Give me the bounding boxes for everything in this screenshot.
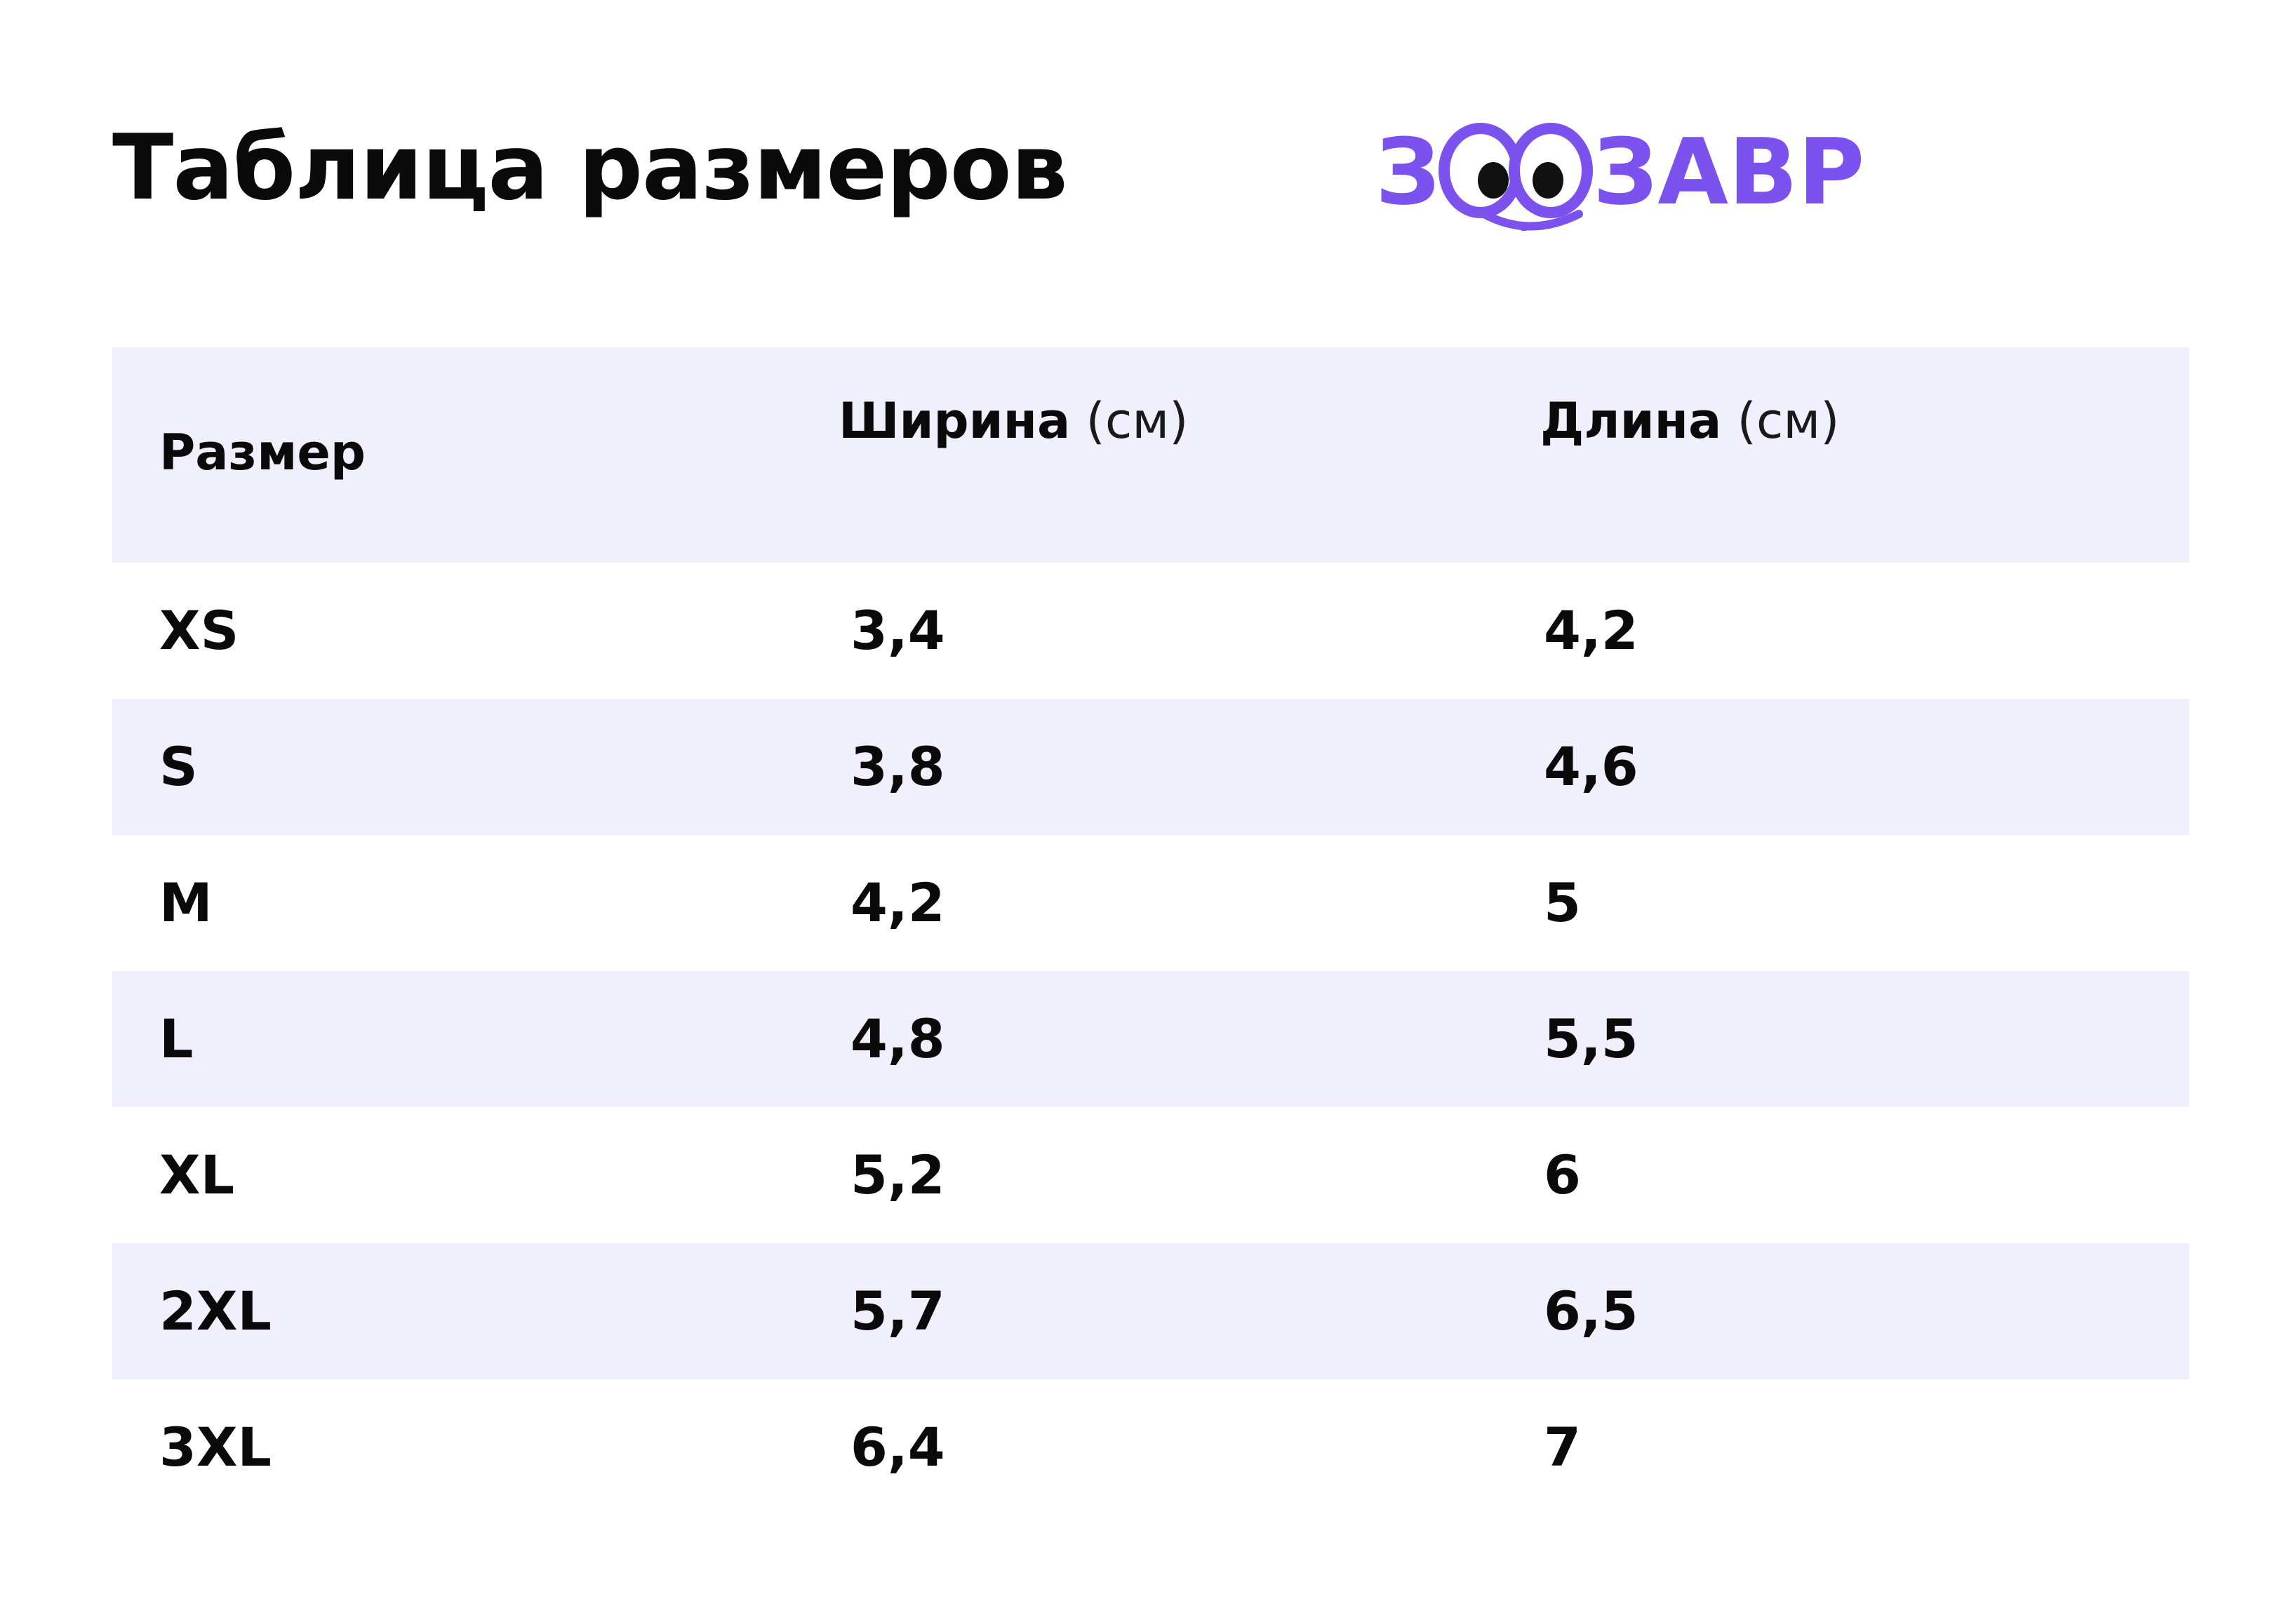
cell-size: L bbox=[159, 1008, 194, 1070]
header-width-unit: (см) bbox=[1086, 392, 1189, 450]
svg-text:З: З bbox=[1375, 119, 1440, 225]
cell-width: 4,8 bbox=[850, 1008, 945, 1070]
header-length: Длина (см) bbox=[1540, 386, 1839, 456]
cell-length: 6,5 bbox=[1544, 1280, 1638, 1342]
table-row: XL 5,2 6 bbox=[112, 1107, 2189, 1243]
cell-length: 4,2 bbox=[1544, 599, 1638, 662]
table-row: 3XL 6,4 7 bbox=[112, 1379, 2189, 1515]
table-row: XS 3,4 4,2 bbox=[112, 563, 2189, 699]
cell-size: XL bbox=[159, 1144, 235, 1206]
logo-eyes bbox=[1439, 123, 1593, 232]
table-row: 2XL 5,7 6,5 bbox=[112, 1243, 2189, 1379]
table-row: L 4,8 5,5 bbox=[112, 971, 2189, 1107]
cell-width: 4,2 bbox=[850, 871, 945, 934]
cell-length: 4,6 bbox=[1544, 735, 1638, 798]
header-length-label: Длина bbox=[1540, 392, 1722, 450]
header-width: Ширина (см) bbox=[839, 386, 1188, 456]
cell-width: 6,4 bbox=[850, 1416, 945, 1478]
cell-length: 5 bbox=[1544, 871, 1581, 934]
cell-size: M bbox=[159, 871, 213, 934]
page-title: Таблица размеров bbox=[112, 116, 1068, 220]
header-length-unit: (см) bbox=[1737, 392, 1840, 450]
cell-size: 3XL bbox=[159, 1416, 272, 1478]
cell-width: 3,4 bbox=[850, 599, 945, 662]
table-row: M 4,2 5 bbox=[112, 835, 2189, 971]
table-header-row: Размер Ширина (см) Длина (см) bbox=[112, 347, 2189, 563]
cell-length: 6 bbox=[1544, 1144, 1581, 1206]
cell-length: 5,5 bbox=[1544, 1008, 1638, 1070]
cell-size: 2XL bbox=[159, 1280, 272, 1342]
header-size-label: Размер bbox=[159, 424, 366, 481]
table-row: S 3,8 4,6 bbox=[112, 699, 2189, 835]
cell-length: 7 bbox=[1544, 1416, 1581, 1478]
size-table: Размер Ширина (см) Длина (см) XS 3,4 4,2… bbox=[112, 347, 2189, 1515]
cell-width: 5,2 bbox=[850, 1144, 945, 1206]
cell-size: S bbox=[159, 735, 198, 798]
brand-logo: З ЗАВР bbox=[1375, 116, 1937, 242]
cell-size: XS bbox=[159, 599, 239, 662]
header-size: Размер bbox=[159, 417, 366, 488]
header-width-label: Ширина bbox=[839, 392, 1071, 450]
cell-width: 5,7 bbox=[850, 1280, 945, 1342]
svg-text:ЗАВР: ЗАВР bbox=[1593, 119, 1864, 225]
cell-width: 3,8 bbox=[850, 735, 945, 798]
